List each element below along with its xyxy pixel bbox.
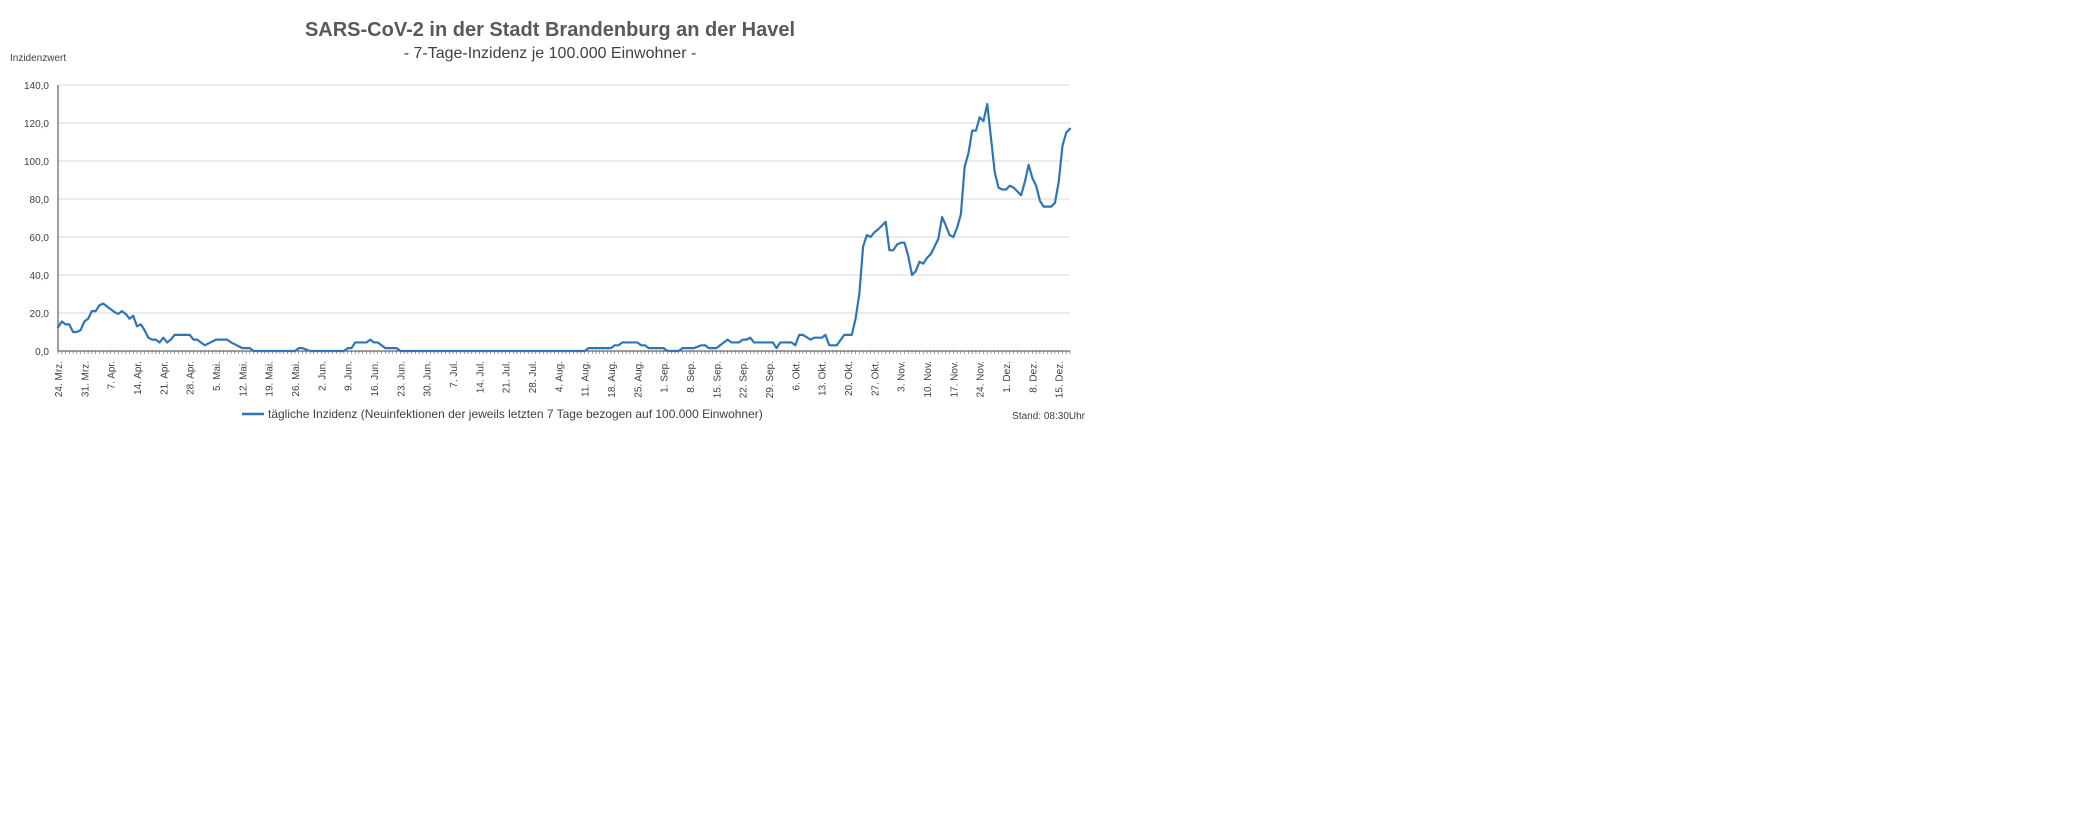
y-tick-label: 120,0 xyxy=(24,119,49,130)
y-axis-ticks: 0,0 20,0 40,0 60,0 80,0 100,0 120,0 140,0 xyxy=(24,81,49,358)
x-tick-label: 25. Aug. xyxy=(633,361,644,398)
x-tick-label: 28. Jul. xyxy=(528,361,539,393)
x-tick-label: 4. Aug. xyxy=(554,361,565,392)
gridlines xyxy=(58,84,1070,314)
x-tick-label: 18. Aug. xyxy=(607,361,618,398)
chart-subtitle: - 7-Tage-Inzidenz je 100.000 Einwohner - xyxy=(404,45,697,62)
x-tick-label: 10. Nov. xyxy=(923,361,934,398)
legend-label: tägliche Inzidenz (Neuinfektionen der je… xyxy=(268,407,763,421)
x-axis xyxy=(57,85,1070,352)
x-tick-label: 19. Mai. xyxy=(265,361,276,397)
x-tick-label: 17. Nov. xyxy=(949,361,960,398)
x-tick-label: 13. Okt. xyxy=(818,361,829,396)
series-group xyxy=(56,102,1072,353)
chart-title: SARS-CoV-2 in der Stadt Brandenburg an d… xyxy=(305,19,795,41)
x-tick-label: 6. Okt. xyxy=(791,361,802,390)
x-tick-label: 5. Mai. xyxy=(212,361,223,391)
x-tick-label: 29. Sep. xyxy=(765,361,776,398)
x-tick-label: 16. Jun. xyxy=(370,361,381,397)
x-tick-label: 15. Dez. xyxy=(1055,361,1066,398)
x-tick-label: 1. Sep. xyxy=(660,361,671,393)
y-tick-label: 0,0 xyxy=(35,347,49,358)
x-tick-label: 31. Mrz. xyxy=(80,361,91,397)
x-tick-label: 28. Apr. xyxy=(186,361,197,395)
x-tick-label: 7. Apr. xyxy=(107,361,118,389)
x-tick-label: 21. Apr. xyxy=(159,361,170,395)
x-axis-ticks: 24. Mrz. 31. Mrz. 7. Apr. 14. Apr. 21. Apr. 2… xyxy=(54,351,1071,398)
x-tick-label: 24. Mrz. xyxy=(54,361,65,397)
y-tick-label: 40,0 xyxy=(30,271,50,282)
x-tick-label: 23. Jun. xyxy=(396,361,407,397)
y-tick-label: 100,0 xyxy=(24,157,49,168)
x-tick-label: 9. Jun. xyxy=(344,361,355,391)
x-tick-label: 3. Nov. xyxy=(897,361,908,392)
x-tick-label: 14. Jul. xyxy=(475,361,486,393)
x-tick-label: 12. Mai. xyxy=(238,361,249,397)
y-tick-label: 60,0 xyxy=(30,233,50,244)
x-tick-label: 22. Sep. xyxy=(739,361,750,398)
x-tick-label: 2. Jun. xyxy=(317,361,328,391)
x-tick-label: 7. Jul. xyxy=(449,361,460,388)
timestamp-label: Stand: 08:30Uhr xyxy=(1012,411,1085,422)
x-tick-label: 30. Jun. xyxy=(423,361,434,397)
y-axis-label: Inzidenzwert xyxy=(10,53,66,64)
x-tick-label: 1. Dez. xyxy=(1002,361,1013,393)
x-tick-label: 11. Aug. xyxy=(581,361,592,397)
incidence-chart: SARS-CoV-2 in der Stadt Brandenburg an d… xyxy=(10,19,1086,422)
x-tick-label: 20. Okt. xyxy=(844,361,855,396)
x-tick-label: 8. Dez. xyxy=(1028,361,1039,393)
y-tick-label: 140,0 xyxy=(24,81,49,92)
x-tick-label: 24. Nov. xyxy=(976,361,987,398)
series-line xyxy=(56,102,1072,353)
y-tick-label: 80,0 xyxy=(30,195,50,206)
x-tick-label: 15. Sep. xyxy=(712,361,723,398)
x-tick-label: 21. Jul. xyxy=(502,361,513,393)
x-tick-label: 8. Sep. xyxy=(686,361,697,393)
x-tick-label: 26. Mai. xyxy=(291,361,302,397)
y-tick-label: 20,0 xyxy=(30,309,50,320)
x-tick-label: 14. Apr. xyxy=(133,361,144,395)
legend: tägliche Inzidenz (Neuinfektionen der je… xyxy=(242,407,763,421)
x-tick-label: 27. Okt. xyxy=(870,361,881,396)
